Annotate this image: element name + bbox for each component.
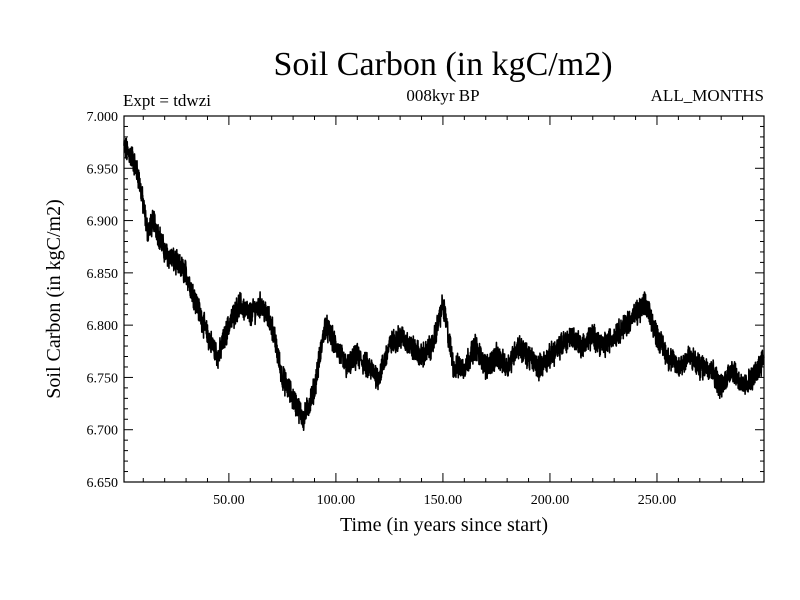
y-tick-label: 6.650 xyxy=(87,476,119,491)
months-label: ALL_MONTHS xyxy=(651,86,764,105)
y-tick-label: 6.700 xyxy=(87,424,119,439)
series-layer xyxy=(123,137,765,432)
x-tick-label: 250.00 xyxy=(638,493,677,508)
y-tick-label: 6.950 xyxy=(87,162,119,177)
chart-title: Soil Carbon (in kgC/m2) xyxy=(273,46,612,83)
plot-frame xyxy=(123,115,765,483)
ticks-layer: 6.650 6.700 6.750 6.800 6.850 6.900 6.950 7.000… xyxy=(87,110,765,508)
y-tick-label: 7.000 xyxy=(87,110,119,125)
x-tick-label: 50.00 xyxy=(213,493,245,508)
y-axis-label: Soil Carbon (in kgC/m2) xyxy=(43,199,65,398)
y-tick-label: 6.850 xyxy=(87,267,119,282)
x-axis-label: Time (in years since start) xyxy=(340,514,548,536)
x-tick-label: 100.00 xyxy=(317,493,356,508)
x-tick-label: 200.00 xyxy=(531,493,570,508)
x-tick-label: 150.00 xyxy=(424,493,463,508)
y-tick-label: 6.800 xyxy=(87,319,119,334)
y-tick-label: 6.900 xyxy=(87,215,119,230)
period-label: 008kyr BP xyxy=(406,86,479,105)
series-line xyxy=(123,137,765,432)
y-tick-label: 6.750 xyxy=(87,371,119,386)
experiment-label: Expt = tdwzi xyxy=(123,91,211,110)
